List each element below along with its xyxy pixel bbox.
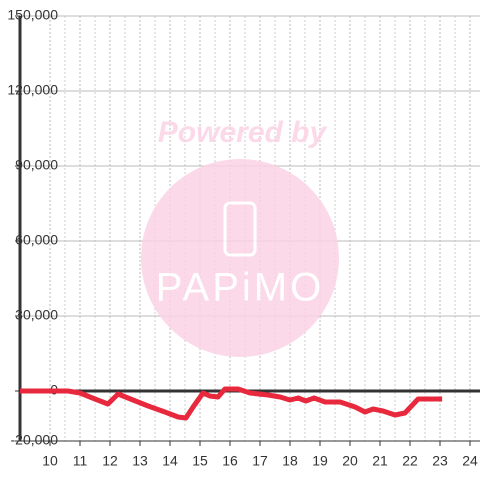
watermark-circle: [141, 159, 339, 357]
x-tick-label: 17: [252, 453, 268, 469]
y-tick-label: 150,000: [7, 7, 58, 23]
x-tick-label: 15: [192, 453, 208, 469]
watermark-title: Powered by: [158, 116, 328, 149]
watermark: Powered by PAPiMO: [141, 116, 339, 357]
x-tick-label: 10: [42, 453, 58, 469]
x-tick-label: 18: [282, 453, 298, 469]
y-tick-label: 120,000: [7, 82, 58, 98]
x-tick-label: 22: [402, 453, 418, 469]
series-line: [20, 386, 443, 421]
y-tick-label: 60,000: [15, 232, 58, 248]
y-tick-label: -20,000: [11, 432, 59, 448]
x-tick-label: 21: [372, 453, 388, 469]
x-tick-label: 11: [73, 453, 88, 469]
x-tick-label: 16: [222, 453, 238, 469]
x-tick-label: 24: [462, 453, 478, 469]
y-tick-label: 90,000: [15, 157, 58, 173]
x-tick-label: 19: [312, 453, 328, 469]
watermark-phone: [223, 201, 257, 257]
x-tick-label: 14: [162, 453, 178, 469]
x-tick-label: 13: [132, 453, 148, 469]
watermark-brand: PAPiMO: [156, 266, 324, 310]
x-tick-label: 12: [102, 453, 118, 469]
x-tick-label: 23: [432, 453, 448, 469]
y-tick-label: 30,000: [15, 307, 58, 323]
x-tick-label: 20: [342, 453, 358, 469]
